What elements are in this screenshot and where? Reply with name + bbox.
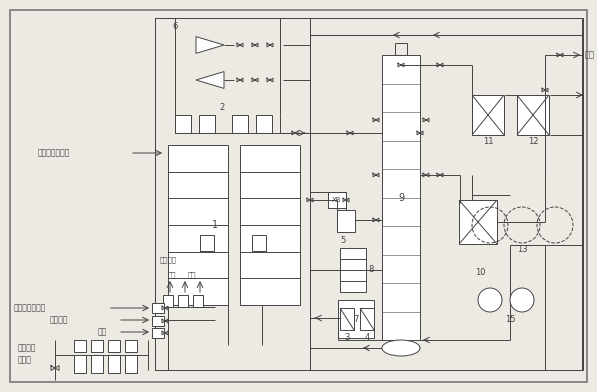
Bar xyxy=(360,308,374,330)
Bar xyxy=(193,295,203,307)
Polygon shape xyxy=(196,72,224,89)
Text: 4: 4 xyxy=(364,333,370,342)
Text: 放空: 放空 xyxy=(188,271,196,278)
Text: 2: 2 xyxy=(219,103,224,112)
Bar xyxy=(232,115,248,133)
Circle shape xyxy=(478,288,502,312)
Bar xyxy=(328,192,346,208)
Text: 空气: 空气 xyxy=(98,327,107,336)
Text: 空气去仪控系统: 空气去仪控系统 xyxy=(38,149,70,158)
Bar xyxy=(178,295,188,307)
Bar xyxy=(125,340,137,352)
Bar xyxy=(152,328,164,338)
Text: 5: 5 xyxy=(340,236,345,245)
Bar xyxy=(152,303,164,313)
Text: 放空: 放空 xyxy=(168,271,177,278)
Text: 9: 9 xyxy=(398,192,404,203)
Bar xyxy=(517,95,549,135)
Bar xyxy=(74,355,86,373)
Text: 15: 15 xyxy=(504,315,515,324)
Text: 11: 11 xyxy=(483,137,493,146)
Bar xyxy=(168,145,228,305)
Text: 污氮去水: 污氮去水 xyxy=(18,343,36,352)
Bar xyxy=(152,316,164,326)
Bar xyxy=(240,145,300,305)
Text: 1: 1 xyxy=(212,220,218,230)
Bar xyxy=(256,115,272,133)
Text: 7: 7 xyxy=(353,314,359,323)
Text: 10: 10 xyxy=(475,268,485,277)
Bar xyxy=(340,248,366,292)
Bar xyxy=(338,300,374,338)
Bar xyxy=(74,340,86,352)
Bar xyxy=(340,308,354,330)
Text: 8: 8 xyxy=(368,265,373,274)
Polygon shape xyxy=(196,36,224,53)
Bar xyxy=(175,115,191,133)
Text: 13: 13 xyxy=(516,245,527,254)
Bar xyxy=(108,340,120,352)
Bar xyxy=(155,18,310,370)
Bar xyxy=(163,295,173,307)
Ellipse shape xyxy=(382,340,420,356)
Text: 6: 6 xyxy=(173,22,178,31)
Bar xyxy=(199,115,215,133)
Text: XB: XB xyxy=(333,197,341,203)
Bar xyxy=(382,55,420,340)
Bar xyxy=(200,235,214,251)
Text: 纯氮出口: 纯氮出口 xyxy=(160,256,177,263)
Bar xyxy=(125,355,137,373)
Bar xyxy=(459,200,497,244)
Bar xyxy=(337,210,355,232)
Bar xyxy=(472,95,504,135)
Text: 污氮放空: 污氮放空 xyxy=(50,316,69,325)
Text: 冷却塔: 冷却塔 xyxy=(18,356,32,365)
Text: 液氧: 液氧 xyxy=(585,51,595,60)
Bar xyxy=(91,340,103,352)
Text: 3: 3 xyxy=(344,333,350,342)
Bar xyxy=(310,18,582,370)
Bar xyxy=(108,355,120,373)
Bar xyxy=(252,235,266,251)
Bar xyxy=(155,18,583,370)
Circle shape xyxy=(510,288,534,312)
Text: 12: 12 xyxy=(528,137,538,146)
Text: 氧气去压氧系统: 氧气去压氧系统 xyxy=(14,303,47,312)
Bar xyxy=(91,355,103,373)
